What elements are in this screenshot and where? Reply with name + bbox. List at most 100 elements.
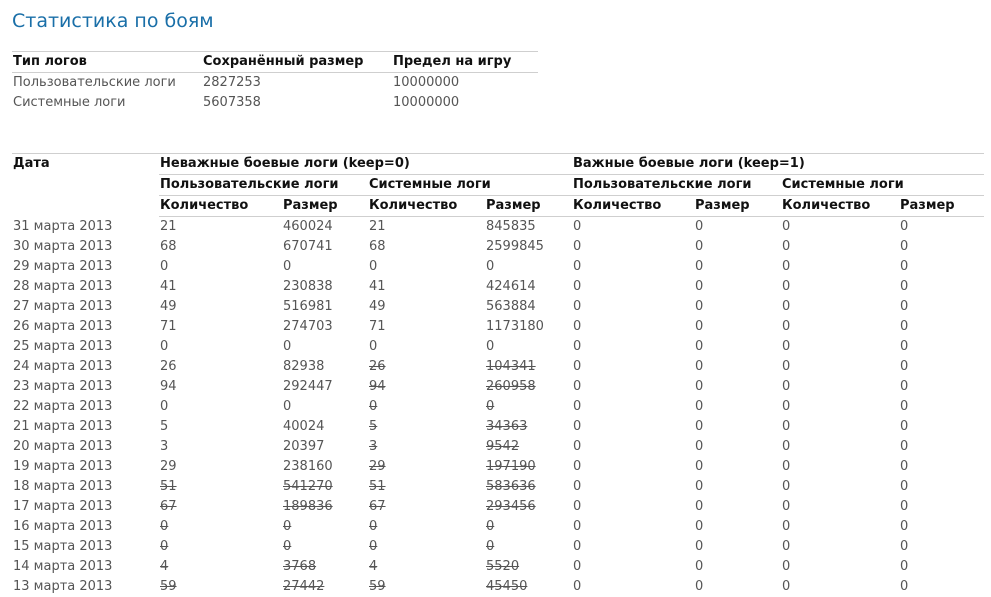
- important-user-count: 0: [572, 297, 694, 317]
- row-date: 26 марта 2013: [12, 317, 159, 337]
- unimportant-user-size: 189836: [282, 497, 368, 517]
- important-user-size: 0: [694, 497, 781, 517]
- row-date: 15 марта 2013: [12, 537, 159, 557]
- summary-row: Системные логи 5607358 10000000: [12, 93, 538, 113]
- unimportant-user-count: 68: [159, 237, 282, 257]
- row-date: 25 марта 2013: [12, 337, 159, 357]
- log-size-summary-table: Тип логов Сохранённый размер Предел на и…: [12, 51, 538, 113]
- unimportant-user-size: 0: [282, 397, 368, 417]
- important-system-count: 0: [781, 297, 899, 317]
- unimportant-system-size: 845835: [485, 217, 572, 238]
- summary-log-type: Пользовательские логи: [12, 73, 202, 94]
- unimportant-logs-group-header: Неважные боевые логи (keep=0): [159, 154, 572, 175]
- important-user-count: 0: [572, 457, 694, 477]
- column-header-count: Количество: [159, 196, 282, 217]
- important-system-size: 0: [899, 317, 984, 337]
- subgroup-header-system-logs: Системные логи: [781, 175, 984, 196]
- important-user-size: 0: [694, 577, 781, 597]
- important-system-count: 0: [781, 217, 899, 238]
- unimportant-system-count: 0: [368, 397, 485, 417]
- important-user-count: 0: [572, 277, 694, 297]
- row-date: 18 марта 2013: [12, 477, 159, 497]
- summary-saved-size: 2827253: [202, 73, 392, 94]
- important-system-count: 0: [781, 477, 899, 497]
- important-user-count: 0: [572, 217, 694, 238]
- important-user-size: 0: [694, 417, 781, 437]
- important-system-size: 0: [899, 257, 984, 277]
- important-user-size: 0: [694, 437, 781, 457]
- unimportant-system-count: 71: [368, 317, 485, 337]
- summary-header-saved-size: Сохранённый размер: [202, 52, 392, 73]
- important-user-size: 0: [694, 397, 781, 417]
- important-system-size: 0: [899, 537, 984, 557]
- important-user-count: 0: [572, 577, 694, 597]
- unimportant-system-count: 94: [368, 377, 485, 397]
- important-system-size: 0: [899, 497, 984, 517]
- unimportant-system-size: 0: [485, 537, 572, 557]
- unimportant-system-size: 1173180: [485, 317, 572, 337]
- unimportant-user-size: 0: [282, 337, 368, 357]
- important-user-size: 0: [694, 457, 781, 477]
- important-user-size: 0: [694, 237, 781, 257]
- unimportant-system-size: 9542: [485, 437, 572, 457]
- important-system-count: 0: [781, 357, 899, 377]
- important-user-count: 0: [572, 417, 694, 437]
- unimportant-user-size: 274703: [282, 317, 368, 337]
- row-date: 24 марта 2013: [12, 357, 159, 377]
- important-user-count: 0: [572, 257, 694, 277]
- summary-row: Пользовательские логи 2827253 10000000: [12, 73, 538, 94]
- unimportant-system-count: 0: [368, 517, 485, 537]
- unimportant-user-size: 238160: [282, 457, 368, 477]
- column-header-count: Количество: [781, 196, 899, 217]
- unimportant-user-size: 0: [282, 517, 368, 537]
- important-user-count: 0: [572, 377, 694, 397]
- unimportant-user-size: 516981: [282, 297, 368, 317]
- row-date: 22 марта 2013: [12, 397, 159, 417]
- row-date: 21 марта 2013: [12, 417, 159, 437]
- unimportant-user-size: 82938: [282, 357, 368, 377]
- important-user-size: 0: [694, 557, 781, 577]
- subgroup-header-user-logs: Пользовательские логи: [159, 175, 368, 196]
- column-header-size: Размер: [899, 196, 984, 217]
- row-date: 29 марта 2013: [12, 257, 159, 277]
- important-system-size: 0: [899, 377, 984, 397]
- subgroup-header-user-logs: Пользовательские логи: [572, 175, 781, 196]
- unimportant-system-count: 59: [368, 577, 485, 597]
- important-system-count: 0: [781, 437, 899, 457]
- important-system-size: 0: [899, 417, 984, 437]
- important-user-count: 0: [572, 337, 694, 357]
- unimportant-system-size: 197190: [485, 457, 572, 477]
- row-date: 30 марта 2013: [12, 237, 159, 257]
- page-title: Статистика по боям: [12, 8, 214, 34]
- important-user-size: 0: [694, 517, 781, 537]
- unimportant-user-count: 21: [159, 217, 282, 238]
- unimportant-system-count: 3: [368, 437, 485, 457]
- unimportant-system-count: 5: [368, 417, 485, 437]
- important-system-count: 0: [781, 457, 899, 477]
- unimportant-system-count: 4: [368, 557, 485, 577]
- summary-header-log-type: Тип логов: [12, 52, 202, 73]
- unimportant-user-count: 71: [159, 317, 282, 337]
- important-system-count: 0: [781, 277, 899, 297]
- important-system-size: 0: [899, 577, 984, 597]
- unimportant-user-count: 94: [159, 377, 282, 397]
- unimportant-user-size: 3768: [282, 557, 368, 577]
- important-system-size: 0: [899, 477, 984, 497]
- important-user-size: 0: [694, 337, 781, 357]
- unimportant-user-count: 67: [159, 497, 282, 517]
- unimportant-user-count: 5: [159, 417, 282, 437]
- important-system-count: 0: [781, 497, 899, 517]
- unimportant-user-size: 670741: [282, 237, 368, 257]
- unimportant-user-count: 26: [159, 357, 282, 377]
- important-system-count: 0: [781, 577, 899, 597]
- unimportant-system-size: 5520: [485, 557, 572, 577]
- important-user-count: 0: [572, 437, 694, 457]
